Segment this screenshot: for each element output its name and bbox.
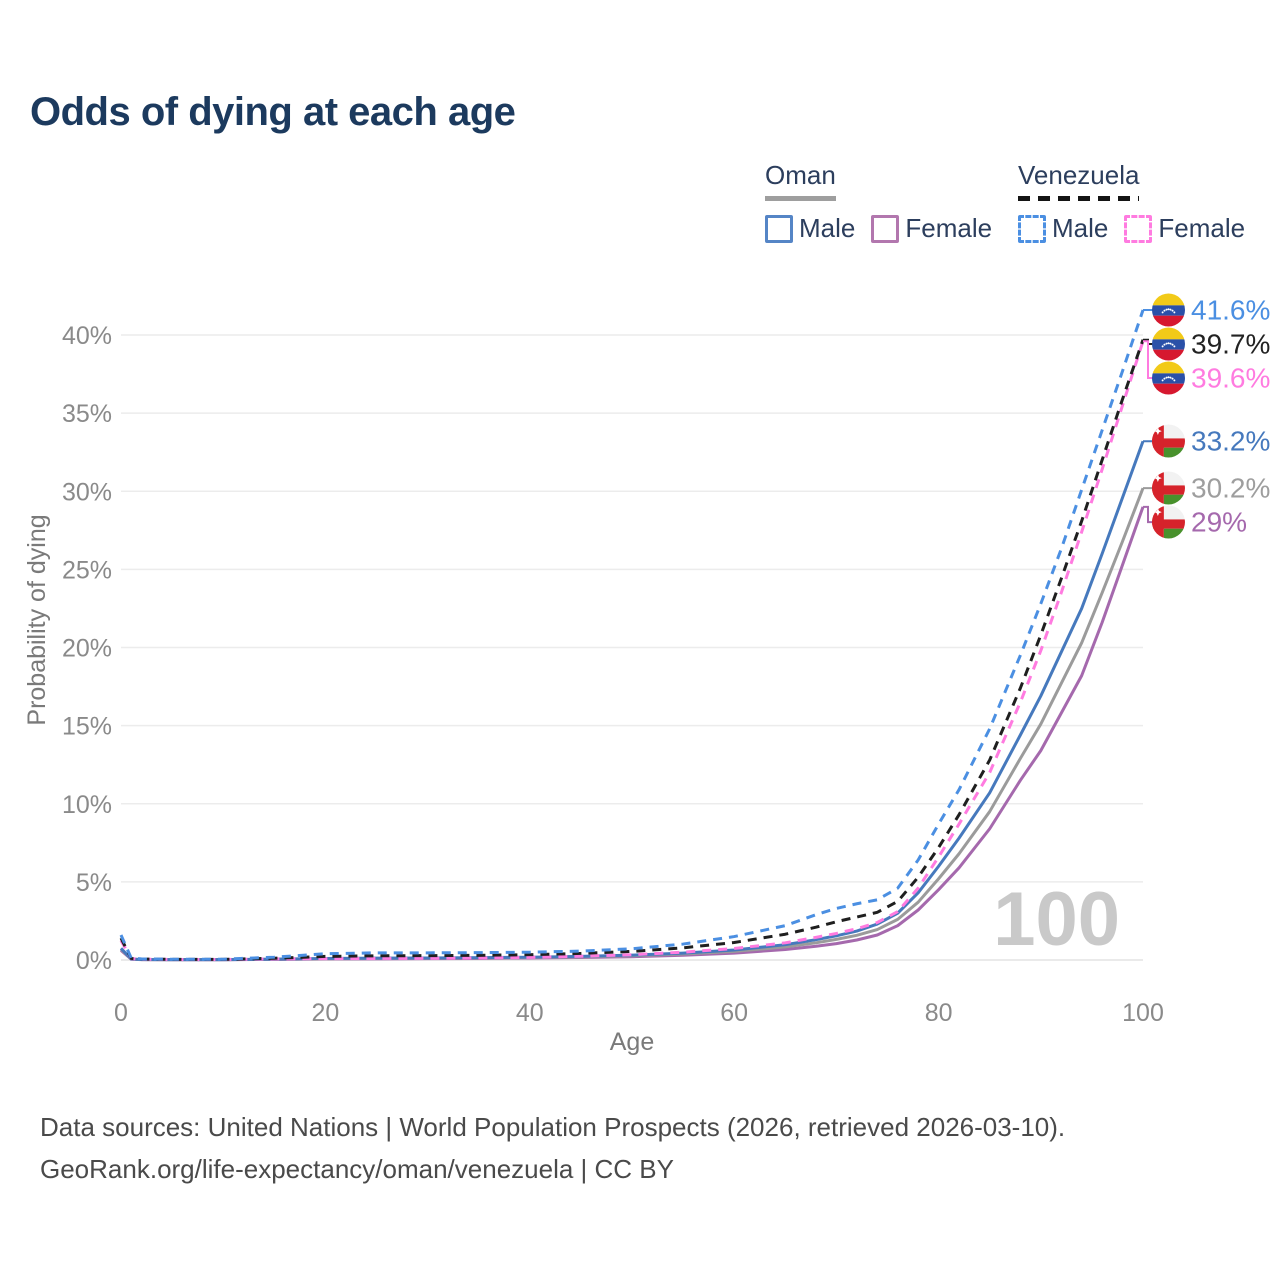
y-tick-label: 5% <box>76 869 112 897</box>
end-label-oman-female: 29% <box>1152 505 1248 539</box>
legend-country-venezuela: Venezuela <box>1018 160 1140 201</box>
series-line-venezuela-female[interactable] <box>119 340 1145 961</box>
series-line-venezuela-both-sexes[interactable] <box>119 339 1145 961</box>
y-tick-label: 25% <box>62 556 112 584</box>
oman-solid-line-swatch <box>765 196 836 201</box>
oman-flag-icon <box>1152 505 1185 539</box>
y-tick-label: 0% <box>76 947 112 975</box>
footer-line-2: GeoRank.org/life-expectancy/oman/venezue… <box>40 1154 674 1184</box>
legend-country-venezuela-label: Venezuela <box>1018 160 1140 190</box>
series-line-oman-male[interactable] <box>119 440 1145 962</box>
y-tick-label: 20% <box>62 635 112 663</box>
y-tick-label: 30% <box>62 478 112 506</box>
end-label-oman-both-sexes: 30.2% <box>1152 471 1271 505</box>
end-label-value: 30.2% <box>1191 472 1271 504</box>
end-label-connector <box>1143 505 1153 524</box>
line-chart[interactable]: 0% 5% 10% 15% 20% 25% 30% 35% 40% 0 20 40 60 80 100 Age… <box>0 0 1280 1080</box>
legend-item-label[interactable]: Male <box>799 213 856 243</box>
end-label-oman-male: 33.2% <box>1152 424 1271 458</box>
x-axis-title: Age <box>610 1028 654 1056</box>
venezuela-male-swatch-icon[interactable] <box>1018 214 1046 243</box>
venezuela-flag-icon <box>1152 327 1185 361</box>
data-sources-footer: Data sources: United Nations | World Pop… <box>40 1106 1065 1190</box>
legend-group-oman: Oman Male Female <box>765 160 992 244</box>
oman-flag-icon <box>1152 424 1185 458</box>
legend-item-oman-female[interactable]: Female <box>871 213 992 244</box>
y-axis-title: Probability of dying <box>23 514 51 725</box>
legend-country-oman: Oman <box>765 160 836 201</box>
y-tick-label: 35% <box>62 400 112 428</box>
venezuela-flag-icon <box>1152 361 1185 395</box>
end-label-venezuela-female: 39.6% <box>1152 361 1271 395</box>
end-label-connector <box>1143 340 1153 379</box>
oman-flag-icon <box>1152 471 1185 505</box>
end-label-venezuela-both-sexes: 39.7% <box>1152 327 1271 361</box>
venezuela-flag-icon <box>1152 293 1185 327</box>
page-title: Odds of dying at each age <box>30 90 516 134</box>
x-tick-label: 40 <box>516 999 544 1027</box>
y-tick-label: 10% <box>62 791 112 819</box>
x-tick-label: 60 <box>720 999 748 1027</box>
y-tick-label: 15% <box>62 713 112 741</box>
end-label-value: 33.2% <box>1191 425 1271 457</box>
series-line-venezuela-male[interactable] <box>119 309 1145 961</box>
legend-item-label[interactable]: Female <box>905 213 993 243</box>
x-tick-label: 0 <box>114 999 128 1027</box>
end-label-venezuela-male: 41.6% <box>1152 293 1271 327</box>
oman-female-swatch-icon[interactable] <box>871 214 900 243</box>
age-watermark: 100 <box>993 877 1120 962</box>
legend-item-label[interactable]: Male <box>1052 213 1109 243</box>
footer-line-1: Data sources: United Nations | World Pop… <box>40 1112 1066 1142</box>
x-tick-label: 20 <box>311 999 339 1027</box>
y-tick-label: 40% <box>62 322 112 350</box>
end-label-value: 29% <box>1191 506 1248 538</box>
end-label-value: 39.7% <box>1191 328 1271 359</box>
legend-item-label[interactable]: Female <box>1158 213 1246 243</box>
legend-country-oman-label: Oman <box>765 160 836 190</box>
x-tick-label: 80 <box>925 999 953 1027</box>
legend-item-venezuela-female[interactable]: Female <box>1124 213 1245 244</box>
x-tick-label: 100 <box>1122 999 1164 1027</box>
end-label-value: 41.6% <box>1191 294 1271 325</box>
series-line-oman-female[interactable] <box>120 506 1145 962</box>
end-label-value: 39.6% <box>1191 362 1271 393</box>
legend-group-venezuela: Venezuela Male Female <box>1018 160 1245 244</box>
legend-item-oman-male[interactable]: Male <box>765 213 855 244</box>
oman-male-swatch-icon[interactable] <box>765 214 793 243</box>
venezuela-dashed-line-swatch <box>1018 196 1140 201</box>
venezuela-female-swatch-icon[interactable] <box>1124 214 1153 243</box>
legend-item-venezuela-male[interactable]: Male <box>1018 213 1108 244</box>
series-line-oman-both-sexes[interactable] <box>119 487 1145 962</box>
